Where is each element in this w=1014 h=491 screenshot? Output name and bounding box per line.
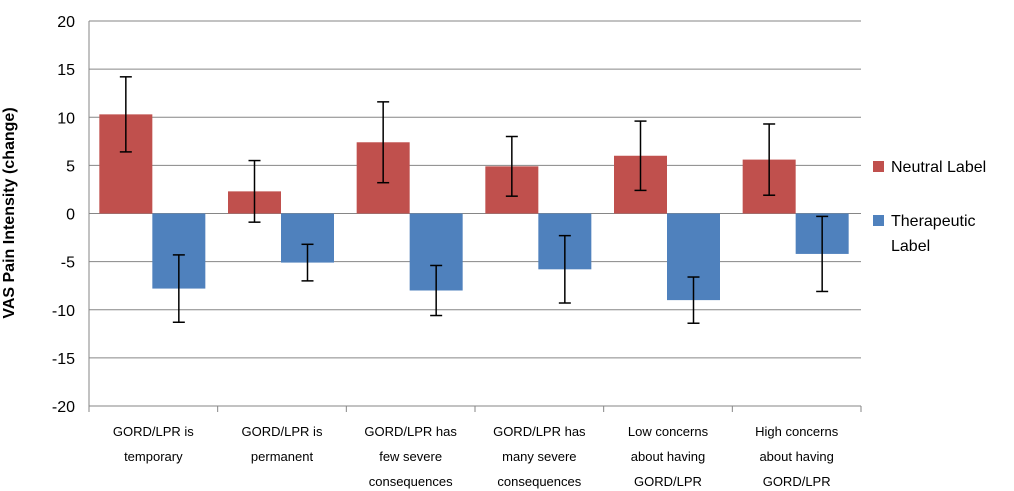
y-axis-ticks: 20 15 10 5 0 -5 -10 -15 -20 [52, 14, 75, 416]
category-label-line: permanent [251, 449, 314, 464]
error-bars [119, 76, 829, 324]
category-label-line: few severe [379, 449, 442, 464]
legend-swatch [873, 161, 884, 172]
category-label-line: consequences [369, 474, 453, 489]
legend-label: Therapeutic Label [891, 213, 976, 255]
category-label: GORD/LPR is temporary [113, 424, 194, 464]
y-tick-label: 0 [66, 207, 75, 224]
bars [99, 114, 849, 301]
legend: Neutral Label Therapeutic Label [873, 159, 986, 255]
category-label-line: GORD/LPR [763, 474, 831, 489]
category-label-line: consequences [497, 474, 581, 489]
category-label-line: GORD/LPR has [493, 424, 586, 439]
category-labels: GORD/LPR is temporary GORD/LPR is permanent… [113, 424, 839, 489]
y-tick-label: 15 [57, 62, 75, 79]
y-tick-label: -20 [52, 399, 75, 416]
category-label-line: GORD/LPR has [364, 424, 457, 439]
y-tick-label: -5 [61, 255, 75, 272]
category-label-line: about having [631, 449, 705, 464]
legend-label-line: Label [891, 238, 930, 255]
legend-swatch [873, 215, 884, 226]
y-tick-label: -10 [52, 303, 75, 320]
category-label-line: High concerns [755, 424, 839, 439]
category-label: Low concerns about having GORD/LPR [628, 424, 709, 489]
y-tick-label: 5 [66, 158, 75, 175]
legend-label-line: Therapeutic [891, 213, 976, 230]
y-tick-label: 10 [57, 110, 75, 127]
category-label-line: GORD/LPR is [242, 424, 323, 439]
category-label-line: GORD/LPR is [113, 424, 194, 439]
category-label: GORD/LPR has many severe consequences [493, 424, 586, 489]
legend-label: Neutral Label [891, 159, 986, 176]
category-label-line: GORD/LPR [634, 474, 702, 489]
x-axis [88, 21, 862, 412]
category-label-line: many severe [502, 449, 576, 464]
y-tick-label: -15 [52, 351, 75, 368]
y-axis-label: VAS Pain Intensity (change) [1, 107, 18, 318]
category-label: High concerns about having GORD/LPR [755, 424, 839, 489]
category-label-line: about having [759, 449, 833, 464]
category-label: GORD/LPR has few severe consequences [364, 424, 457, 489]
legend-label-line: Neutral Label [891, 159, 986, 176]
y-tick-label: 20 [57, 14, 75, 31]
category-label-line: temporary [124, 449, 183, 464]
category-label: GORD/LPR is permanent [242, 424, 323, 464]
category-label-line: Low concerns [628, 424, 709, 439]
